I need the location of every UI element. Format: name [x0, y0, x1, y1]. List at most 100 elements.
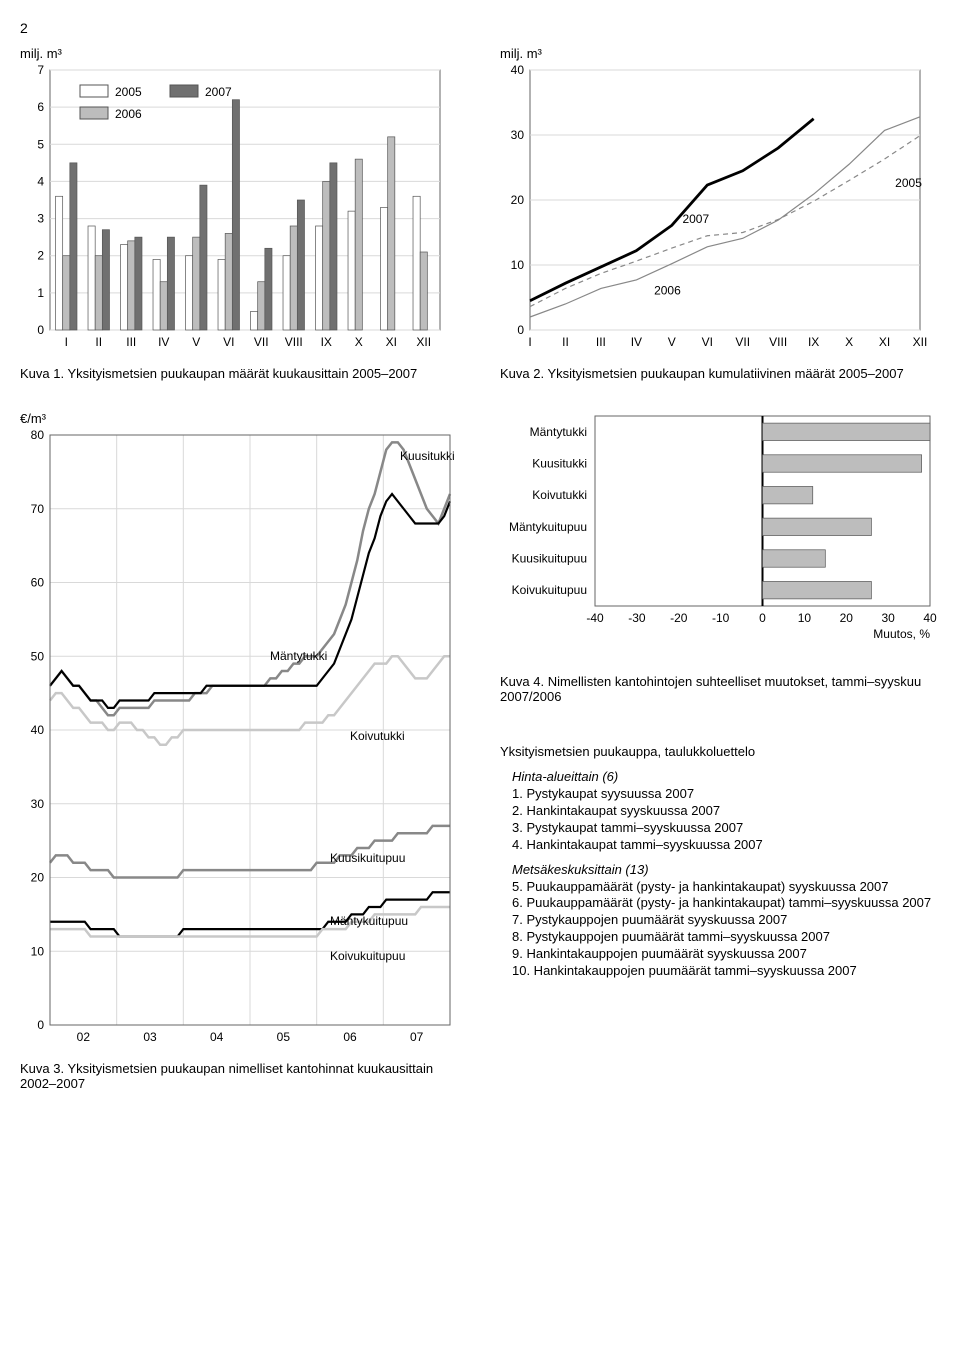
svg-text:2: 2: [37, 249, 44, 263]
toc-title: Yksityismetsien puukauppa, taulukkoluett…: [500, 744, 940, 759]
svg-text:2006: 2006: [115, 107, 142, 121]
svg-text:X: X: [845, 335, 853, 349]
toc-item: 2. Hankintakaupat syyskuussa 2007: [512, 803, 940, 820]
svg-text:10: 10: [511, 258, 525, 272]
toc-sec1-title: Hinta-alueittain (6): [512, 769, 940, 784]
svg-text:02: 02: [77, 1030, 91, 1044]
svg-text:10: 10: [798, 611, 812, 625]
svg-text:6: 6: [37, 100, 44, 114]
svg-text:2007: 2007: [205, 85, 232, 99]
chart3-title: Kuva 3. Yksityismetsien puukaupan nimell…: [20, 1061, 460, 1091]
svg-text:3: 3: [37, 212, 44, 226]
svg-text:04: 04: [210, 1030, 224, 1044]
svg-text:Mäntytukki: Mäntytukki: [530, 425, 587, 439]
svg-text:XII: XII: [913, 335, 928, 349]
svg-text:07: 07: [410, 1030, 424, 1044]
svg-text:40: 40: [511, 65, 525, 77]
chart1-ylabel: milj. m³: [20, 46, 460, 61]
svg-text:70: 70: [31, 502, 45, 516]
toc-sec2-title: Metsäkeskuksittain (13): [512, 862, 940, 877]
svg-text:VII: VII: [254, 335, 269, 349]
svg-text:Mäntykuitupuu: Mäntykuitupuu: [330, 914, 408, 928]
toc-item: 9. Hankintakauppojen puumäärät syyskuuss…: [512, 946, 940, 963]
svg-text:06: 06: [343, 1030, 357, 1044]
right-col: -40-30-20-10010203040MäntytukkiKuusitukk…: [500, 411, 940, 1091]
svg-text:Koivutukki: Koivutukki: [532, 488, 587, 502]
toc-list1: 1. Pystykaupat syysuussa 20072. Hankinta…: [500, 786, 940, 854]
svg-text:III: III: [596, 335, 606, 349]
svg-text:05: 05: [277, 1030, 291, 1044]
svg-text:XII: XII: [416, 335, 431, 349]
svg-text:IX: IX: [808, 335, 819, 349]
svg-text:80: 80: [31, 430, 45, 442]
svg-text:20: 20: [840, 611, 854, 625]
chart1-container: milj. m³ 01234567IIIIIIIVVVIVIIVIIIIXXXI…: [20, 46, 460, 381]
chart2: 010203040IIIIIIIVVVIVIIVIIIIXXXIXII20052…: [500, 65, 930, 355]
chart4-title: Kuva 4. Nimellisten kantohintojen suhtee…: [500, 674, 940, 704]
svg-text:VI: VI: [223, 335, 234, 349]
svg-text:I: I: [528, 335, 531, 349]
svg-text:Koivukuitupuu: Koivukuitupuu: [330, 949, 405, 963]
svg-text:40: 40: [31, 723, 45, 737]
svg-text:7: 7: [37, 65, 44, 77]
chart3-ylabel: €/m³: [20, 411, 460, 426]
svg-text:20: 20: [511, 193, 525, 207]
svg-text:VI: VI: [702, 335, 713, 349]
svg-text:XI: XI: [879, 335, 890, 349]
svg-text:0: 0: [759, 611, 766, 625]
chart3-container: €/m³ 01020304050607080020304050607Kuusit…: [20, 411, 460, 1091]
toc-item: 10. Hankintakauppojen puumäärät tammi–sy…: [512, 963, 940, 980]
chart2-container: milj. m³ 010203040IIIIIIIVVVIVIIVIIIIXXX…: [500, 46, 940, 381]
svg-text:0: 0: [37, 323, 44, 337]
svg-text:IX: IX: [321, 335, 332, 349]
svg-text:Koivukuitupuu: Koivukuitupuu: [512, 583, 587, 597]
toc-item: 6. Puukauppamäärät (pysty- ja hankintaka…: [512, 895, 940, 912]
svg-text:10: 10: [31, 944, 45, 958]
svg-text:5: 5: [37, 137, 44, 151]
svg-text:2005: 2005: [895, 176, 922, 190]
svg-text:20: 20: [31, 871, 45, 885]
svg-text:V: V: [668, 335, 676, 349]
svg-text:XI: XI: [386, 335, 397, 349]
svg-text:-20: -20: [670, 611, 688, 625]
chart1-title: Kuva 1. Yksityismetsien puukaupan määrät…: [20, 366, 460, 381]
svg-text:2007: 2007: [682, 212, 709, 226]
chart4: -40-30-20-10010203040MäntytukkiKuusitukk…: [500, 411, 940, 641]
svg-text:Kuusikuitupuu: Kuusikuitupuu: [330, 851, 405, 865]
svg-text:2005: 2005: [115, 85, 142, 99]
svg-text:1: 1: [37, 286, 44, 300]
svg-text:VIII: VIII: [285, 335, 303, 349]
svg-text:IV: IV: [158, 335, 169, 349]
svg-text:0: 0: [37, 1018, 44, 1032]
svg-text:IV: IV: [631, 335, 642, 349]
svg-text:60: 60: [31, 576, 45, 590]
svg-text:03: 03: [143, 1030, 157, 1044]
svg-text:II: II: [95, 335, 102, 349]
page-number: 2: [20, 20, 940, 36]
svg-text:40: 40: [923, 611, 937, 625]
svg-text:Kuusitukki: Kuusitukki: [532, 457, 587, 471]
svg-text:50: 50: [31, 649, 45, 663]
toc-item: 5. Puukauppamäärät (pysty- ja hankintaka…: [512, 879, 940, 896]
svg-text:Mäntytukki: Mäntytukki: [270, 649, 327, 663]
svg-text:Muutos, %: Muutos, %: [873, 627, 930, 641]
svg-text:III: III: [126, 335, 136, 349]
chart2-ylabel: milj. m³: [500, 46, 940, 61]
toc-item: 8. Pystykauppojen puumäärät tammi–syysku…: [512, 929, 940, 946]
svg-text:Koivutukki: Koivutukki: [350, 729, 405, 743]
chart1: 01234567IIIIIIIVVVIVIIVIIIIXXXIXII200520…: [20, 65, 450, 355]
svg-text:30: 30: [511, 128, 525, 142]
svg-text:-10: -10: [712, 611, 730, 625]
toc-list2: 5. Puukauppamäärät (pysty- ja hankintaka…: [500, 879, 940, 980]
svg-text:2006: 2006: [654, 283, 681, 297]
toc-item: 3. Pystykaupat tammi–syyskuussa 2007: [512, 820, 940, 837]
svg-text:V: V: [192, 335, 200, 349]
svg-text:-40: -40: [586, 611, 604, 625]
toc-item: 7. Pystykauppojen puumäärät syyskuussa 2…: [512, 912, 940, 929]
svg-text:-30: -30: [628, 611, 646, 625]
svg-text:30: 30: [31, 797, 45, 811]
svg-text:4: 4: [37, 174, 44, 188]
svg-text:VII: VII: [735, 335, 750, 349]
svg-text:X: X: [355, 335, 363, 349]
svg-text:VIII: VIII: [769, 335, 787, 349]
